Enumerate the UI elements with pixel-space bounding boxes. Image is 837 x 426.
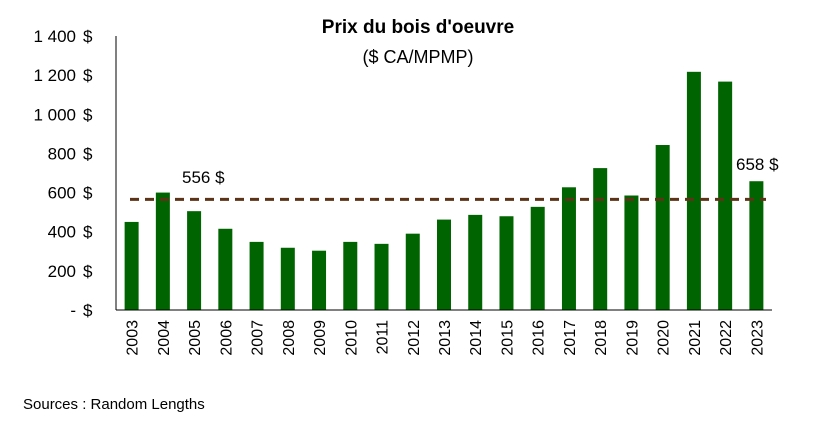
bar-2005 xyxy=(187,211,202,310)
bar-2022 xyxy=(718,81,733,310)
average-label: 556 $ xyxy=(182,168,225,187)
last-value-label: 658 $ xyxy=(736,155,779,174)
x-tick-label: 2015 xyxy=(499,320,516,356)
x-tick-label: 2004 xyxy=(156,320,173,356)
bar-2007 xyxy=(249,241,264,310)
y-tick-label: 1 400 xyxy=(33,27,76,46)
bar-2017 xyxy=(561,187,576,310)
y-tick-label: 400 xyxy=(48,223,76,242)
x-tick-label: 2010 xyxy=(343,320,360,356)
y-tick-unit: $ xyxy=(83,144,93,163)
x-tick-label: 2014 xyxy=(468,320,485,356)
y-tick-label: - xyxy=(70,301,76,320)
source-note: Sources : Random Lengths xyxy=(23,396,205,413)
y-axis-ticks: - $200 $400 $600 $800 $1 000 $1 200 $1 400 $ xyxy=(33,27,93,320)
bar-2010 xyxy=(343,241,358,310)
y-tick-unit: $ xyxy=(83,66,93,85)
x-axis-ticks: 2003 2004 2005 2006 2007 2008 2009 2010 2011 2012… xyxy=(125,320,767,356)
y-tick-unit: $ xyxy=(83,223,93,242)
y-tick-unit: $ xyxy=(83,184,93,203)
y-tick-label: 200 xyxy=(48,262,76,281)
bar-2019 xyxy=(624,195,639,310)
bar-2011 xyxy=(374,243,389,310)
x-tick-label: 2011 xyxy=(375,320,392,355)
bar-2014 xyxy=(468,214,483,310)
x-tick-label: 2017 xyxy=(562,320,579,356)
x-tick-label: 2013 xyxy=(437,320,454,356)
bar-2020 xyxy=(655,145,670,310)
bar-2009 xyxy=(312,250,327,310)
bar-2012 xyxy=(405,233,420,310)
bar-2021 xyxy=(686,71,701,311)
bars xyxy=(124,71,764,311)
y-tick-unit: $ xyxy=(83,105,93,124)
x-tick-label: 2009 xyxy=(312,320,329,356)
chart-title: Prix du bois d'oeuvre xyxy=(322,17,514,38)
x-tick-label: 2019 xyxy=(624,320,641,356)
chart-subtitle: ($ CA/MPMP) xyxy=(362,47,473,67)
x-tick-label: 2006 xyxy=(218,320,235,356)
bar-2018 xyxy=(593,168,608,310)
x-tick-label: 2016 xyxy=(531,320,548,356)
bar-2016 xyxy=(530,206,545,310)
x-tick-label: 2020 xyxy=(656,320,673,356)
y-tick-label: 600 xyxy=(48,184,76,203)
y-tick-label: 1 200 xyxy=(33,66,76,85)
x-tick-label: 2008 xyxy=(281,320,298,356)
bar-2004 xyxy=(155,192,170,310)
bar-2006 xyxy=(218,228,233,310)
bar-2015 xyxy=(499,216,514,310)
x-tick-label: 2003 xyxy=(125,320,142,356)
x-tick-label: 2022 xyxy=(718,320,735,356)
bar-2013 xyxy=(437,219,451,310)
x-tick-label: 2018 xyxy=(593,320,610,356)
y-tick-label: 1 000 xyxy=(33,105,76,124)
x-tick-label: 2007 xyxy=(250,320,267,356)
x-tick-label: 2012 xyxy=(406,320,423,356)
x-tick-label: 2021 xyxy=(687,320,704,356)
bar-2023 xyxy=(749,181,764,310)
y-tick-unit: $ xyxy=(83,301,93,320)
x-tick-label: 2023 xyxy=(749,320,766,356)
y-tick-unit: $ xyxy=(83,27,93,46)
y-tick-label: 800 xyxy=(48,144,76,163)
y-tick-unit: $ xyxy=(83,262,93,281)
bar-2003 xyxy=(124,221,139,310)
bar-2008 xyxy=(280,247,295,310)
x-tick-label: 2005 xyxy=(187,320,204,356)
